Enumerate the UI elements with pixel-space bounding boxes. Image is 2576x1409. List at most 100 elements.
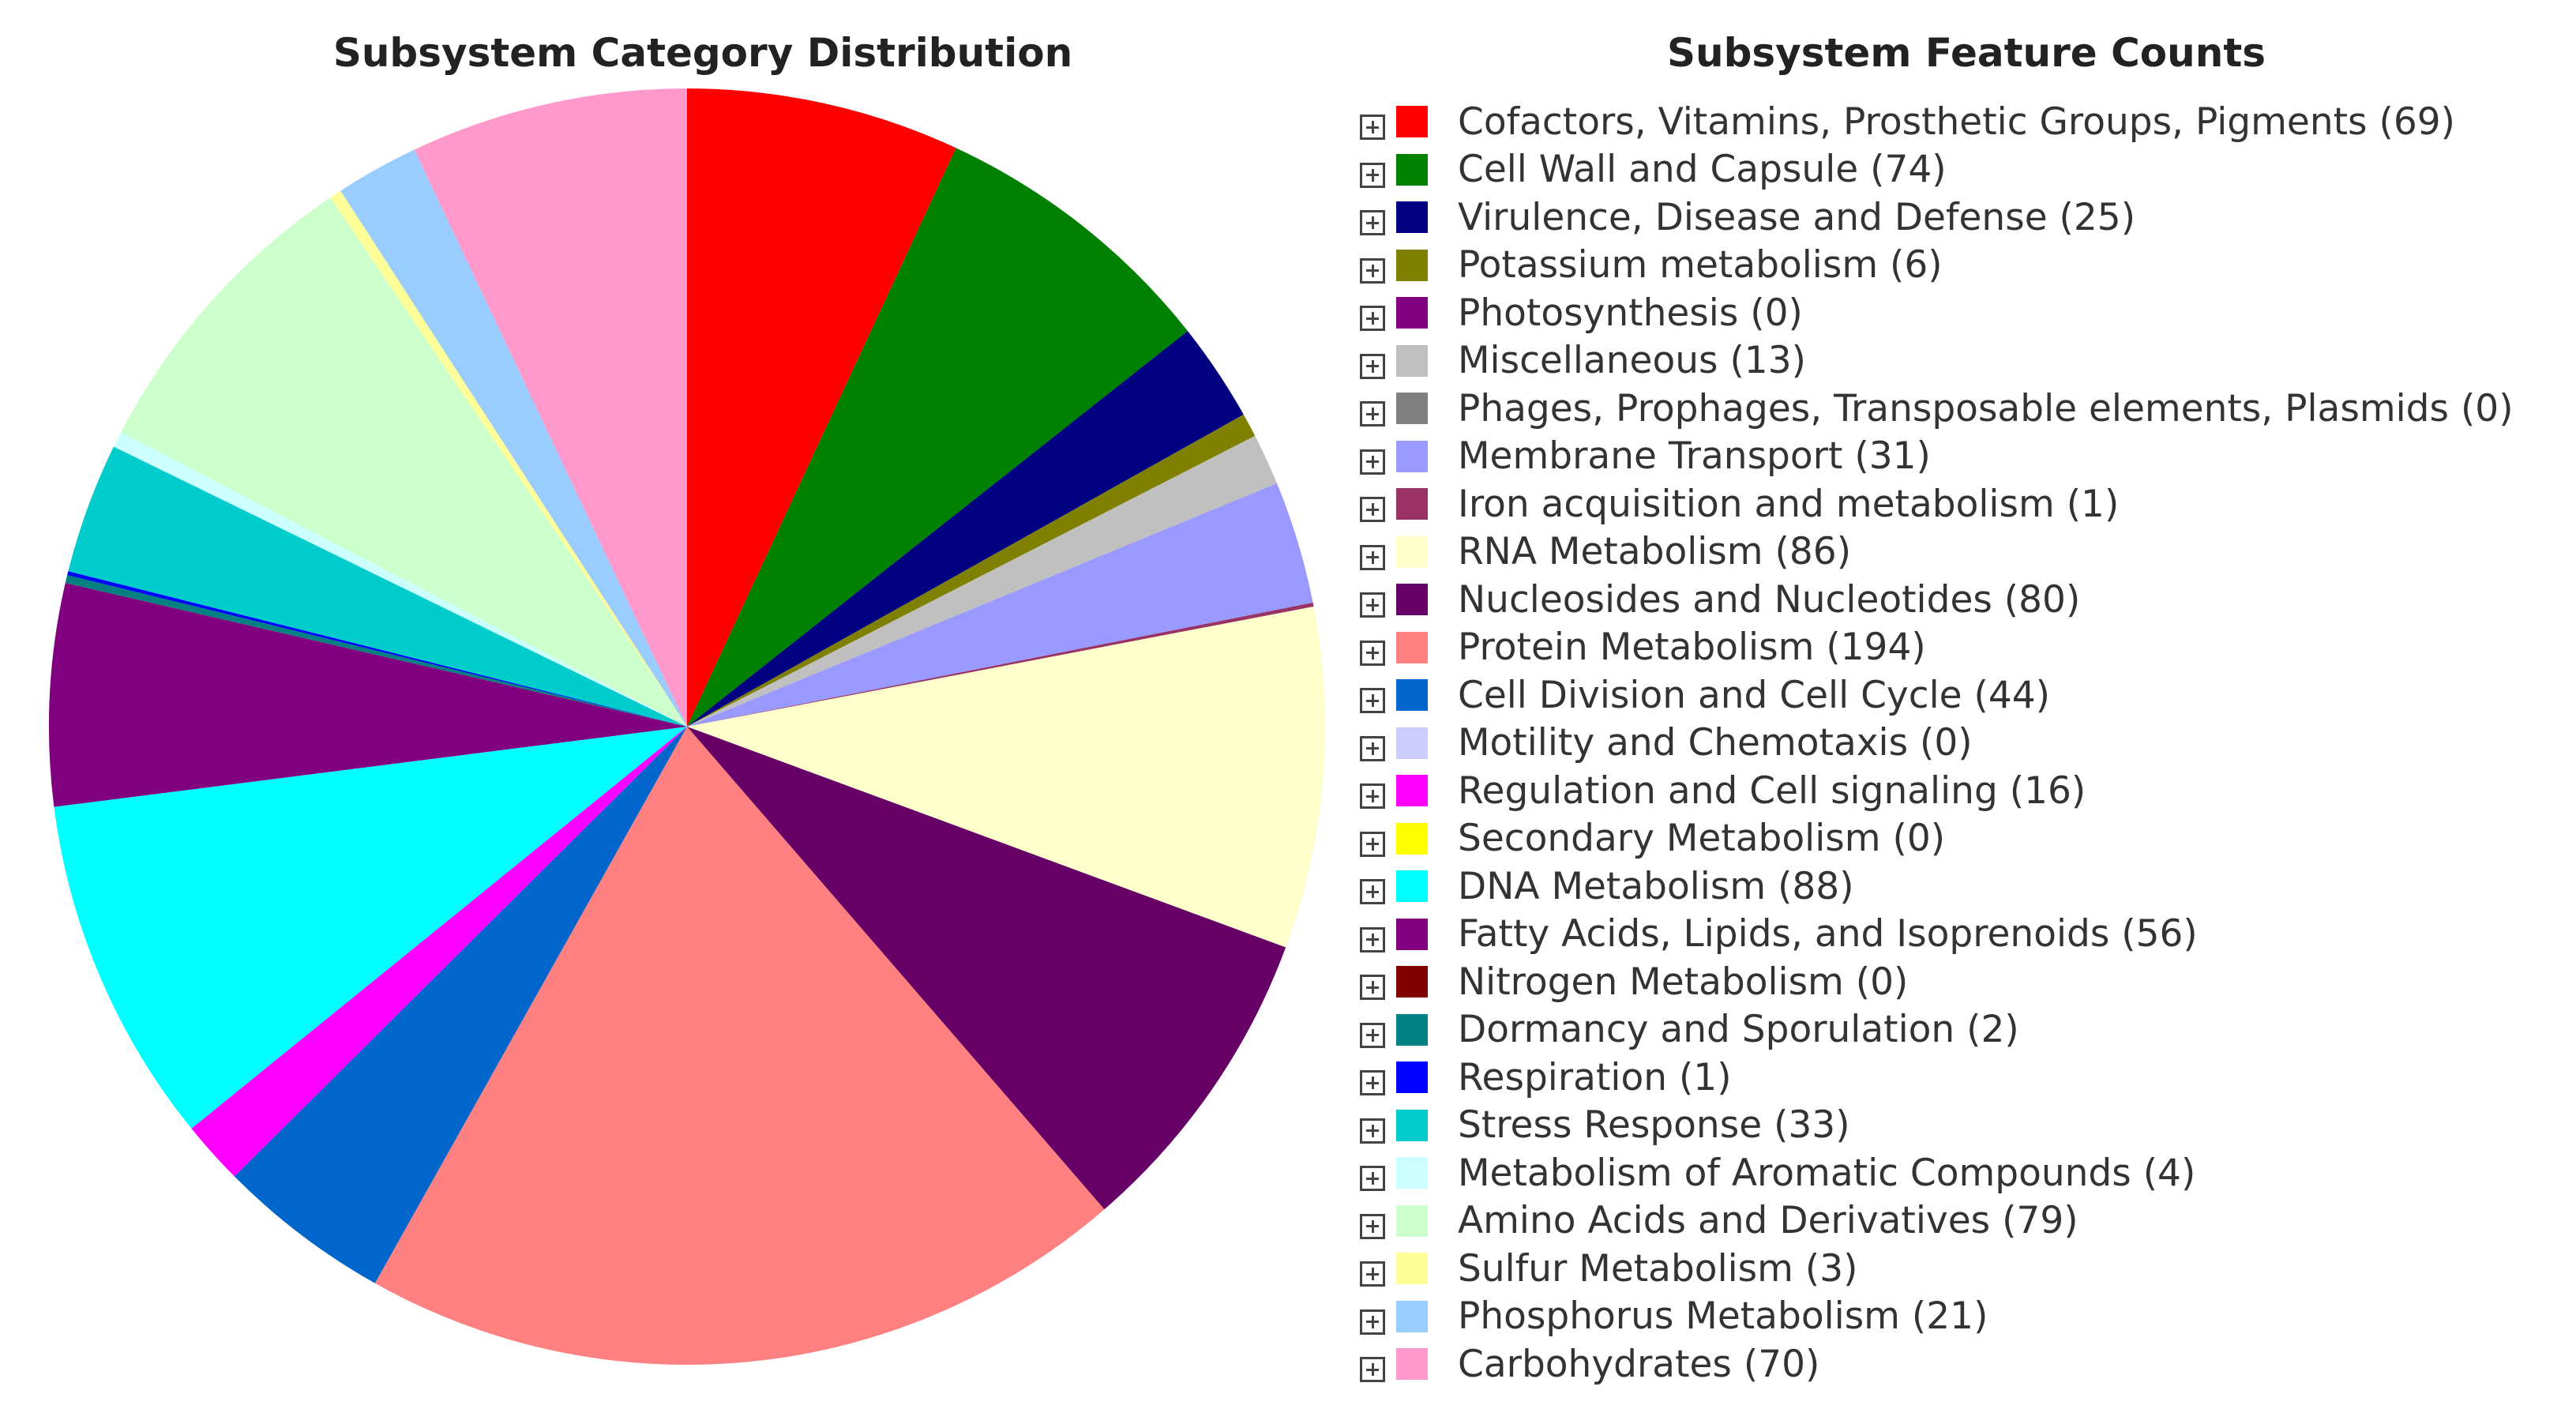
pie-slice-22[interactable] (113, 432, 687, 727)
expand-plus-icon[interactable] (1360, 688, 1385, 714)
legend-label[interactable]: Protein Metabolism (194) (1458, 626, 1926, 670)
legend-label[interactable]: Miscellaneous (13) (1458, 339, 1806, 383)
legend-item[interactable]: Fatty Acids, Lipids, and Isoprenoids (56… (1360, 911, 2514, 959)
legend-item[interactable]: Protein Metabolism (194) (1360, 624, 2514, 672)
expand-plus-icon[interactable] (1360, 306, 1385, 332)
pie-slice-26[interactable] (414, 88, 687, 727)
pie-slice-16[interactable] (54, 727, 687, 1129)
legend-item[interactable]: Phages, Prophages, Transposable elements… (1360, 385, 2514, 433)
pie-slice-3[interactable] (687, 414, 1256, 727)
legend-item[interactable]: Nucleosides and Nucleotides (80) (1360, 576, 2514, 624)
pie-slice-25[interactable] (340, 149, 687, 727)
expand-plus-icon[interactable] (1360, 497, 1385, 523)
legend-label[interactable]: Nucleosides and Nucleotides (80) (1458, 577, 2081, 622)
legend-item[interactable]: Cell Wall and Capsule (74) (1360, 146, 2514, 194)
pie-slice-12[interactable] (234, 727, 688, 1283)
legend-label[interactable]: Potassium metabolism (6) (1458, 243, 1943, 287)
expand-plus-icon[interactable] (1360, 544, 1385, 570)
legend-item[interactable]: RNA Metabolism (86) (1360, 528, 2514, 577)
expand-plus-icon[interactable] (1360, 926, 1385, 952)
legend-item[interactable]: Cofactors, Vitamins, Prosthetic Groups, … (1360, 98, 2514, 146)
legend-label[interactable]: Secondary Metabolism (0) (1458, 817, 1946, 861)
expand-plus-icon[interactable] (1360, 783, 1385, 810)
legend-label[interactable]: Cell Division and Cell Cycle (44) (1458, 673, 2050, 717)
legend-label[interactable]: RNA Metabolism (86) (1458, 530, 1852, 574)
legend-label[interactable]: Stress Response (33) (1458, 1103, 1850, 1148)
pie-slice-11[interactable] (374, 727, 1105, 1365)
legend-label[interactable]: Cofactors, Vitamins, Prosthetic Groups, … (1458, 100, 2455, 144)
legend-item[interactable]: Regulation and Cell signaling (16) (1360, 767, 2514, 815)
expand-plus-icon[interactable] (1360, 1118, 1385, 1144)
legend-item[interactable]: Respiration (1) (1360, 1054, 2514, 1102)
expand-plus-icon[interactable] (1360, 592, 1385, 618)
legend-item[interactable]: Cell Division and Cell Cycle (44) (1360, 671, 2514, 720)
legend-item[interactable]: Miscellaneous (13) (1360, 337, 2514, 385)
expand-plus-icon[interactable] (1360, 210, 1385, 236)
legend-item[interactable]: Stress Response (33) (1360, 1102, 2514, 1150)
legend-label[interactable]: Photosynthesis (0) (1458, 291, 1803, 335)
legend-label[interactable]: DNA Metabolism (88) (1458, 864, 1854, 908)
expand-plus-icon[interactable] (1360, 162, 1385, 188)
expand-plus-icon[interactable] (1360, 879, 1385, 905)
legend-item[interactable]: Potassium metabolism (6) (1360, 242, 2514, 290)
legend-label[interactable]: Cell Wall and Capsule (74) (1458, 148, 1947, 192)
expand-plus-icon[interactable] (1360, 1309, 1385, 1335)
legend-label[interactable]: Iron acquisition and metabolism (1) (1458, 482, 2120, 526)
legend-label[interactable]: Carbohydrates (70) (1458, 1342, 1820, 1386)
legend-label[interactable]: Sulfur Metabolism (3) (1458, 1246, 1858, 1291)
pie-slice-8[interactable] (687, 602, 1314, 727)
pie-slice-19[interactable] (65, 575, 688, 727)
legend-item[interactable]: Metabolism of Aromatic Compounds (4) (1360, 1149, 2514, 1197)
expand-plus-icon[interactable] (1360, 257, 1385, 284)
legend-item[interactable]: Motility and Chemotaxis (0) (1360, 720, 2514, 768)
pie-slice-24[interactable] (330, 190, 687, 727)
expand-plus-icon[interactable] (1360, 353, 1385, 379)
legend-item[interactable]: Photosynthesis (0) (1360, 289, 2514, 337)
expand-plus-icon[interactable] (1360, 975, 1385, 1001)
legend-item[interactable]: Virulence, Disease and Defense (25) (1360, 194, 2514, 242)
legend-label[interactable]: Fatty Acids, Lipids, and Isoprenoids (56… (1458, 912, 2198, 956)
expand-plus-icon[interactable] (1360, 1357, 1385, 1383)
pie-slice-7[interactable] (687, 483, 1313, 727)
pie-slice-21[interactable] (68, 446, 687, 727)
expand-plus-icon[interactable] (1360, 1166, 1385, 1192)
legend-label[interactable]: Regulation and Cell signaling (16) (1458, 768, 2086, 813)
legend-item[interactable]: Iron acquisition and metabolism (1) (1360, 480, 2514, 528)
expand-plus-icon[interactable] (1360, 449, 1385, 475)
legend-label[interactable]: Metabolism of Aromatic Compounds (4) (1458, 1151, 2196, 1195)
legend-item[interactable]: Sulfur Metabolism (3) (1360, 1245, 2514, 1293)
legend-item[interactable]: Amino Acids and Derivatives (79) (1360, 1197, 2514, 1246)
legend-item[interactable]: Secondary Metabolism (0) (1360, 815, 2514, 863)
legend-item[interactable]: DNA Metabolism (88) (1360, 862, 2514, 911)
legend-label[interactable]: Respiration (1) (1458, 1055, 1732, 1099)
expand-plus-icon[interactable] (1360, 1213, 1385, 1239)
expand-plus-icon[interactable] (1360, 401, 1385, 427)
pie-slice-5[interactable] (687, 435, 1277, 727)
legend-label[interactable]: Amino Acids and Derivatives (79) (1458, 1199, 2078, 1243)
expand-plus-icon[interactable] (1360, 1261, 1385, 1287)
expand-plus-icon[interactable] (1360, 115, 1385, 141)
legend-label[interactable]: Membrane Transport (31) (1458, 434, 1931, 479)
expand-plus-icon[interactable] (1360, 1070, 1385, 1096)
expand-plus-icon[interactable] (1360, 831, 1385, 857)
legend-label[interactable]: Nitrogen Metabolism (0) (1458, 960, 1909, 1004)
pie-slice-10[interactable] (687, 727, 1286, 1210)
expand-plus-icon[interactable] (1360, 735, 1385, 761)
legend-item[interactable]: Phosphorus Metabolism (21) (1360, 1293, 2514, 1341)
pie-slice-17[interactable] (49, 583, 687, 807)
pie-slice-20[interactable] (67, 571, 687, 727)
legend-item[interactable]: Carbohydrates (70) (1360, 1340, 2514, 1388)
legend-label[interactable]: Motility and Chemotaxis (0) (1458, 721, 1973, 765)
legend-label[interactable]: Virulence, Disease and Defense (25) (1458, 195, 2136, 239)
legend-item[interactable]: Membrane Transport (31) (1360, 433, 2514, 481)
legend-item[interactable]: Dormancy and Sporulation (2) (1360, 1006, 2514, 1054)
expand-plus-icon[interactable] (1360, 1022, 1385, 1048)
legend-item[interactable]: Nitrogen Metabolism (0) (1360, 958, 2514, 1006)
expand-plus-icon[interactable] (1360, 640, 1385, 666)
pie-slice-1[interactable] (687, 148, 1188, 727)
pie-slice-2[interactable] (687, 331, 1244, 727)
pie-slice-14[interactable] (191, 727, 687, 1177)
legend-label[interactable]: Phosphorus Metabolism (21) (1458, 1294, 1988, 1339)
pie-slice-0[interactable] (687, 88, 956, 727)
legend-label[interactable]: Dormancy and Sporulation (2) (1458, 1008, 2019, 1052)
